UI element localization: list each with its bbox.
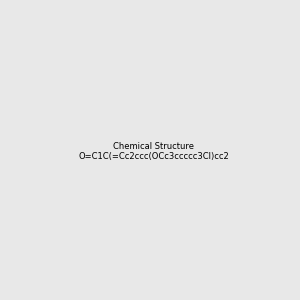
Text: Chemical Structure
O=C1C(=Cc2ccc(OCc3ccccc3Cl)cc2: Chemical Structure O=C1C(=Cc2ccc(OCc3ccc… bbox=[78, 142, 229, 161]
